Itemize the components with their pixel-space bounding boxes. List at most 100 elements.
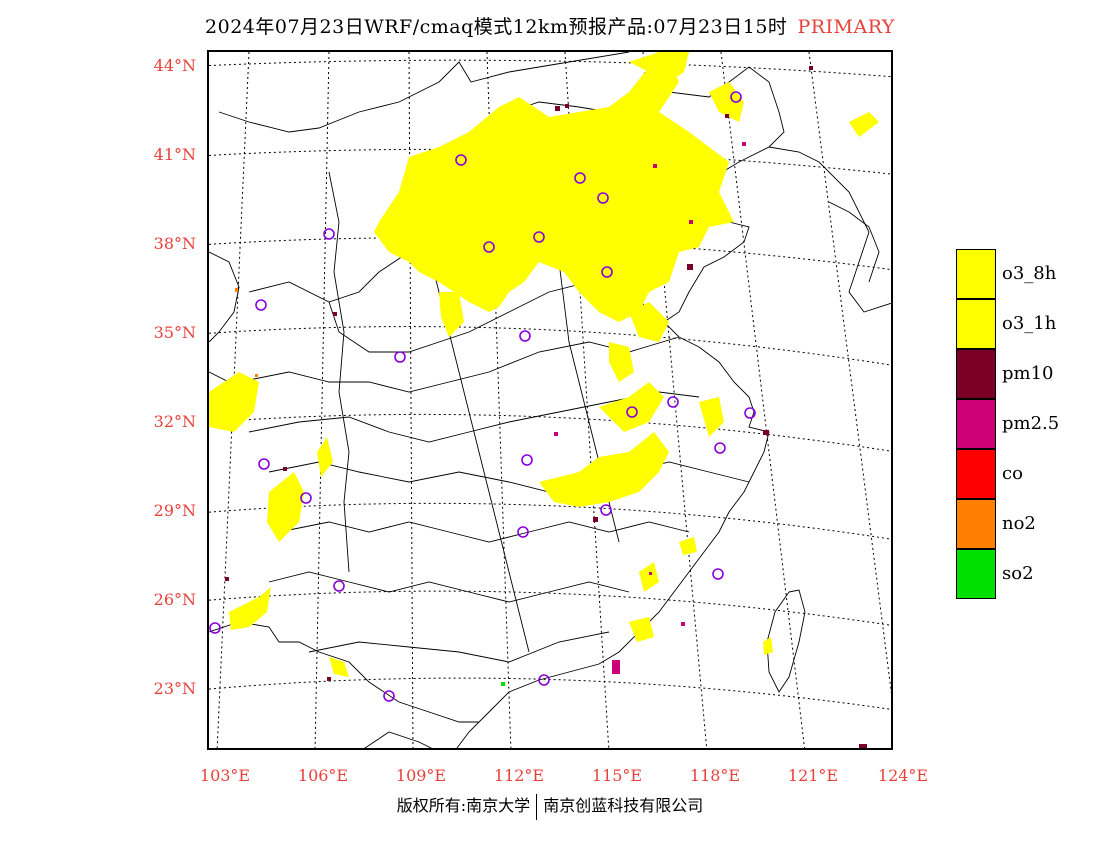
legend-item-pm10: pm10 (956, 349, 1100, 399)
lat-label-38: 38°N (153, 234, 196, 253)
pm10-cell (327, 677, 331, 681)
legend-swatch (956, 549, 996, 599)
lon-line-106 (314, 52, 330, 748)
o3-shanxi-band (439, 292, 464, 337)
o3-sichuan-band (267, 472, 304, 542)
lon-label-115: 115°E (591, 766, 643, 785)
station-marker (519, 330, 531, 342)
copyright-right: 南京创蓝科技有限公司 (543, 796, 704, 815)
o3-north-china-region (374, 62, 734, 322)
pm25-cell (653, 164, 657, 168)
copyright-footer: 版权所有:南京大学 南京创蓝科技有限公司 (0, 792, 1100, 820)
pm10-cell (333, 312, 337, 316)
station-marker (333, 580, 345, 592)
o3-east-coast-patch (679, 537, 697, 555)
legend-label: pm10 (1002, 363, 1054, 384)
province-line-5 (268, 461, 750, 493)
station-marker (600, 504, 612, 516)
legend-swatch (956, 499, 996, 549)
o3-yunnan-patch (229, 587, 271, 630)
o3-chongqing-patch (317, 437, 333, 477)
legend-item-so2: so2 (956, 549, 1100, 599)
northeast-border (768, 146, 891, 313)
legend-swatch (956, 299, 996, 349)
legend-swatch (956, 449, 996, 499)
pm10-cell (283, 467, 287, 471)
province-line-7 (268, 571, 630, 603)
station-marker (597, 192, 609, 204)
station-marker (255, 299, 267, 311)
pm25-cells (554, 142, 746, 674)
legend-item-pm2-5: pm2.5 (956, 399, 1100, 449)
province-line-11 (328, 171, 350, 573)
o3-guangdong-patch (629, 617, 654, 642)
station-marker (455, 154, 467, 166)
pm10-cell (763, 430, 769, 435)
legend-swatch (956, 399, 996, 449)
legend-label: so2 (1002, 563, 1034, 584)
lat-label-26: 26°N (153, 590, 196, 609)
station-marker (521, 454, 533, 466)
lon-label-112: 112°E (493, 766, 545, 785)
o3-guangxi-patch (329, 657, 349, 677)
lon-label-124: 124°E (877, 766, 929, 785)
legend-label: o3_1h (1002, 313, 1057, 334)
pm25-cell (612, 660, 620, 674)
o3-jiangsu-patch (699, 397, 724, 437)
o3-shandong-patch (629, 302, 669, 342)
o3-korea-patch (849, 112, 879, 137)
station-marker (601, 266, 613, 278)
o3-areas (209, 52, 879, 677)
taiwan-outline (766, 589, 806, 693)
pm25-cell (554, 432, 558, 436)
station-marker (209, 622, 221, 634)
lat-label-35: 35°N (153, 323, 196, 342)
station-marker (730, 91, 742, 103)
northern-border (218, 52, 630, 133)
pm10-cell (565, 104, 569, 108)
lat-label-23: 23°N (153, 679, 196, 698)
pm25-cell (742, 142, 746, 146)
legend-label: no2 (1002, 513, 1036, 534)
station-marker (626, 406, 638, 418)
o3-west-patch-1 (209, 372, 259, 432)
station-marker (383, 690, 395, 702)
lon-label-103: 103°E (199, 766, 251, 785)
lat-label-32: 32°N (153, 412, 196, 431)
lon-line-121 (720, 52, 806, 748)
o3-taiwan-patch (763, 637, 773, 655)
map-panel[interactable] (207, 50, 893, 750)
station-marker (258, 458, 270, 470)
o3-henan-patch (609, 342, 634, 382)
legend-swatch (956, 249, 996, 299)
lon-label-106: 106°E (297, 766, 349, 785)
legend-swatch (956, 349, 996, 399)
pm10-cell (593, 517, 598, 522)
lat-line-23 (209, 677, 891, 710)
province-line-3 (238, 336, 680, 393)
legend-item-o3-8h: o3_8h (956, 249, 1100, 299)
lon-label-118: 118°E (689, 766, 741, 785)
pollutant-legend: o3_8h o3_1h pm10 pm2.5 co no2 so2 (956, 249, 1100, 599)
lon-line-118 (642, 52, 708, 748)
footer-divider (536, 793, 538, 820)
korea-coast (828, 201, 880, 283)
station-marker (712, 568, 724, 580)
station-marker (483, 241, 495, 253)
lon-label-121: 121°E (787, 766, 839, 785)
station-marker (394, 351, 406, 363)
station-marker (667, 396, 679, 408)
lat-line-44 (209, 59, 891, 78)
station-marker (574, 172, 586, 184)
lat-line-26 (209, 590, 891, 626)
lat-line-35 (209, 326, 891, 366)
lat-label-41: 41°N (153, 145, 196, 164)
pm10-cells (225, 66, 867, 748)
so2-cells (501, 682, 505, 686)
station-marker (517, 526, 529, 538)
station-marker (533, 231, 545, 243)
station-marker (538, 674, 550, 686)
station-marker (744, 407, 756, 419)
legend-label: pm2.5 (1002, 413, 1060, 434)
station-marker (323, 228, 335, 240)
